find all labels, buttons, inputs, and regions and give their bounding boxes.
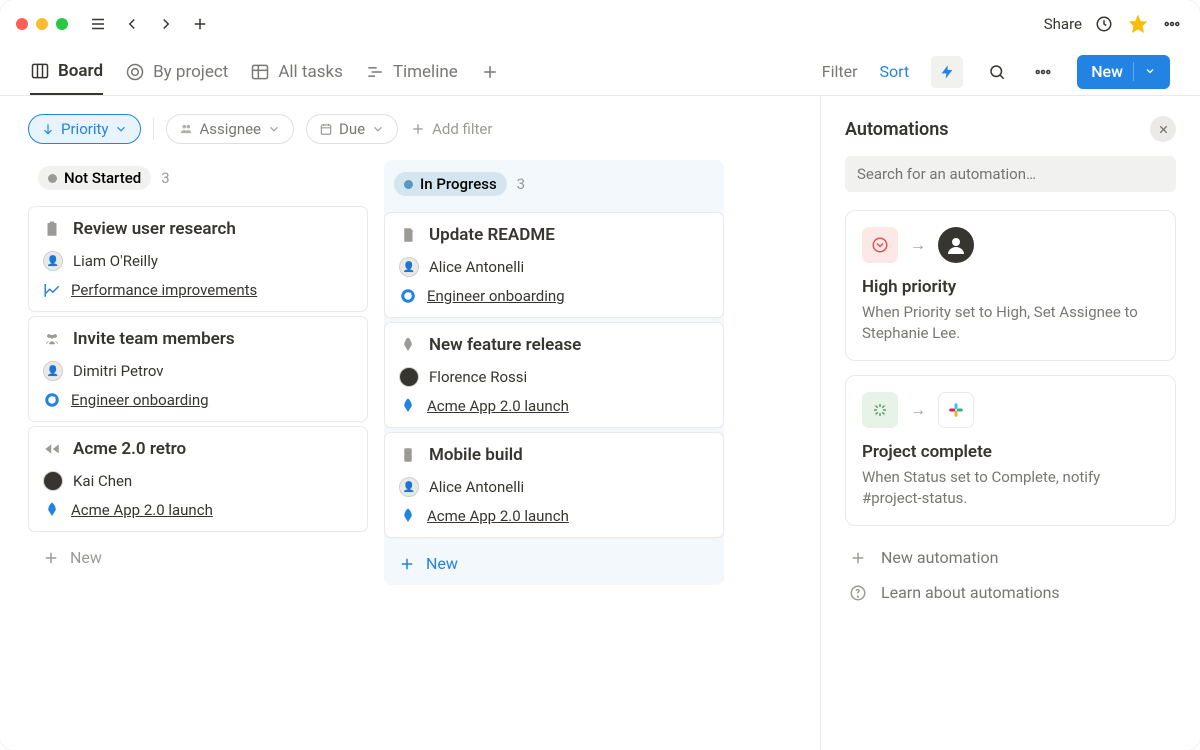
tab-all-tasks[interactable]: All tasks: [250, 48, 343, 95]
more-views-icon[interactable]: [1031, 60, 1055, 84]
automation-desc: When Priority set to High, Set Assignee …: [862, 302, 1159, 344]
new-card-button[interactable]: New: [28, 536, 368, 579]
avatar: [399, 367, 419, 387]
avatar: 👤: [399, 257, 419, 277]
arrow-icon: →: [910, 400, 926, 420]
filter-assignee-label: Assignee: [199, 120, 261, 138]
automation-desc: When Status set to Complete, notify #pro…: [862, 467, 1159, 509]
learn-automations-link[interactable]: Learn about automations: [845, 575, 1176, 610]
rewind-icon: [43, 440, 61, 458]
rocket-icon: [399, 507, 417, 525]
share-button[interactable]: Share: [1044, 15, 1082, 33]
tab-timeline-label: Timeline: [393, 62, 458, 82]
status-chip-not-started[interactable]: Not Started: [38, 166, 151, 190]
clipboard-icon: [43, 220, 61, 238]
add-filter-button[interactable]: Add filter: [410, 120, 492, 138]
arrow-icon: →: [910, 235, 926, 255]
task-card[interactable]: Acme 2.0 retro Kai Chen Acme App 2.0 lau…: [28, 426, 368, 532]
task-card[interactable]: Review user research 👤Liam O'Reilly Perf…: [28, 206, 368, 312]
sort-action[interactable]: Sort: [880, 62, 910, 81]
board-area: Priority Assignee Due Add filter: [0, 96, 820, 750]
automation-title: Project complete: [862, 442, 1159, 462]
target-icon: [43, 391, 61, 409]
tab-by-project[interactable]: By project: [125, 48, 228, 95]
new-button-label: New: [1091, 62, 1123, 81]
divider: [153, 118, 154, 140]
add-filter-label: Add filter: [432, 120, 492, 138]
people-icon: [43, 330, 61, 348]
automation-title: High priority: [862, 277, 1159, 297]
new-card-button[interactable]: New: [384, 542, 724, 585]
avatar: 👤: [43, 361, 63, 381]
task-card[interactable]: Update README 👤Alice Antonelli Engineer …: [384, 212, 724, 318]
rocket-icon: [43, 501, 61, 519]
filter-due-label: Due: [339, 120, 365, 138]
target-icon: [399, 287, 417, 305]
board-columns: Not Started 3 Review user research 👤Liam…: [28, 160, 820, 585]
automation-card[interactable]: → High priority When Priority set to Hig…: [845, 210, 1176, 361]
titlebar: Share: [0, 0, 1200, 48]
new-automation-button[interactable]: New automation: [845, 540, 1176, 575]
tab-byproject-label: By project: [153, 62, 228, 82]
tab-board-label: Board: [58, 61, 103, 81]
filter-due[interactable]: Due: [306, 114, 398, 144]
filter-assignee[interactable]: Assignee: [166, 114, 294, 144]
rocket-grey-icon: [399, 336, 417, 354]
traffic-lights: [16, 18, 68, 30]
slack-icon: [938, 392, 974, 428]
filters-bar: Priority Assignee Due Add filter: [28, 114, 820, 144]
automations-panel: Automations → High priority When Priorit…: [820, 96, 1200, 750]
phone-icon: [399, 446, 417, 464]
automation-card[interactable]: → Project complete When Status set to Co…: [845, 375, 1176, 526]
add-view-button[interactable]: [480, 48, 500, 95]
chart-icon: [43, 281, 61, 299]
column-count: 3: [161, 169, 169, 187]
search-icon[interactable]: [985, 60, 1009, 84]
new-button[interactable]: New: [1077, 55, 1170, 89]
content: Priority Assignee Due Add filter: [0, 96, 1200, 750]
task-card[interactable]: Mobile build 👤Alice Antonelli Acme App 2…: [384, 432, 724, 538]
tab-alltasks-label: All tasks: [278, 62, 343, 82]
task-card[interactable]: New feature release Florence Rossi Acme …: [384, 322, 724, 428]
forward-icon[interactable]: [154, 12, 178, 36]
new-tab-icon[interactable]: [188, 12, 212, 36]
status-chip-in-progress[interactable]: In Progress: [394, 172, 507, 196]
back-icon[interactable]: [120, 12, 144, 36]
column-in-progress: In Progress 3 Update README 👤Alice Anton…: [384, 160, 724, 585]
document-icon: [399, 226, 417, 244]
rocket-icon: [399, 397, 417, 415]
column-not-started: Not Started 3 Review user research 👤Liam…: [28, 160, 368, 585]
automation-search-input[interactable]: [845, 156, 1176, 192]
avatar: [43, 471, 63, 491]
new-button-chevron-icon[interactable]: [1133, 62, 1156, 81]
task-card[interactable]: Invite team members 👤Dimitri Petrov Engi…: [28, 316, 368, 422]
close-panel-button[interactable]: [1150, 116, 1176, 142]
panel-title: Automations: [845, 119, 949, 140]
column-header: In Progress 3: [384, 166, 724, 202]
automations-bolt-icon[interactable]: [931, 56, 963, 88]
more-icon[interactable]: [1160, 12, 1184, 36]
avatar: 👤: [43, 251, 63, 271]
view-tabs: Board By project All tasks Timeline Filt…: [0, 48, 1200, 96]
avatar: 👤: [399, 477, 419, 497]
tab-timeline[interactable]: Timeline: [365, 48, 458, 95]
status-complete-icon: [862, 392, 898, 428]
filter-action[interactable]: Filter: [822, 62, 858, 81]
tab-board[interactable]: Board: [30, 48, 103, 95]
history-icon[interactable]: [1092, 12, 1116, 36]
priority-high-icon: [862, 227, 898, 263]
assignee-avatar: [938, 227, 974, 263]
column-count: 3: [517, 175, 525, 193]
filter-priority[interactable]: Priority: [28, 114, 141, 144]
filter-priority-label: Priority: [61, 120, 108, 138]
column-header: Not Started 3: [28, 160, 368, 196]
minimize-window[interactable]: [36, 18, 48, 30]
favorite-star-icon[interactable]: [1126, 12, 1150, 36]
menu-icon[interactable]: [86, 12, 110, 36]
close-window[interactable]: [16, 18, 28, 30]
maximize-window[interactable]: [56, 18, 68, 30]
